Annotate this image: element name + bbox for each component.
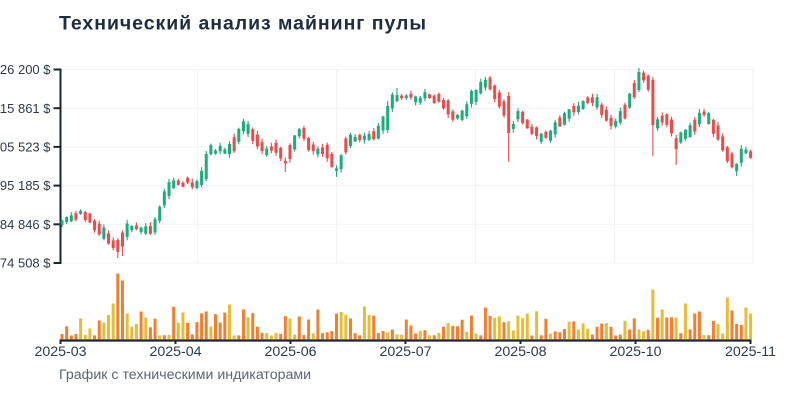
svg-text:2025-04: 2025-04 — [149, 344, 201, 360]
svg-text:2025-03: 2025-03 — [34, 344, 86, 360]
svg-text:95 185 $: 95 185 $ — [0, 178, 51, 193]
svg-text:График с техническими индикато: График с техническими индикаторами — [59, 367, 311, 383]
svg-text:Технический анализ майнинг пул: Технический анализ майнинг пулы — [59, 13, 427, 35]
svg-text:2025-06: 2025-06 — [264, 344, 316, 360]
svg-text:115 861 $: 115 861 $ — [0, 101, 51, 116]
svg-text:2025-08: 2025-08 — [494, 344, 546, 360]
svg-text:105 523 $: 105 523 $ — [0, 140, 51, 155]
svg-text:2025-11: 2025-11 — [725, 344, 776, 360]
svg-text:74 508 $: 74 508 $ — [0, 256, 51, 271]
svg-text:2025-10: 2025-10 — [609, 344, 661, 360]
svg-text:2025-07: 2025-07 — [379, 344, 431, 360]
svg-text:126 200 $: 126 200 $ — [0, 62, 51, 77]
svg-text:84 846 $: 84 846 $ — [0, 217, 51, 232]
